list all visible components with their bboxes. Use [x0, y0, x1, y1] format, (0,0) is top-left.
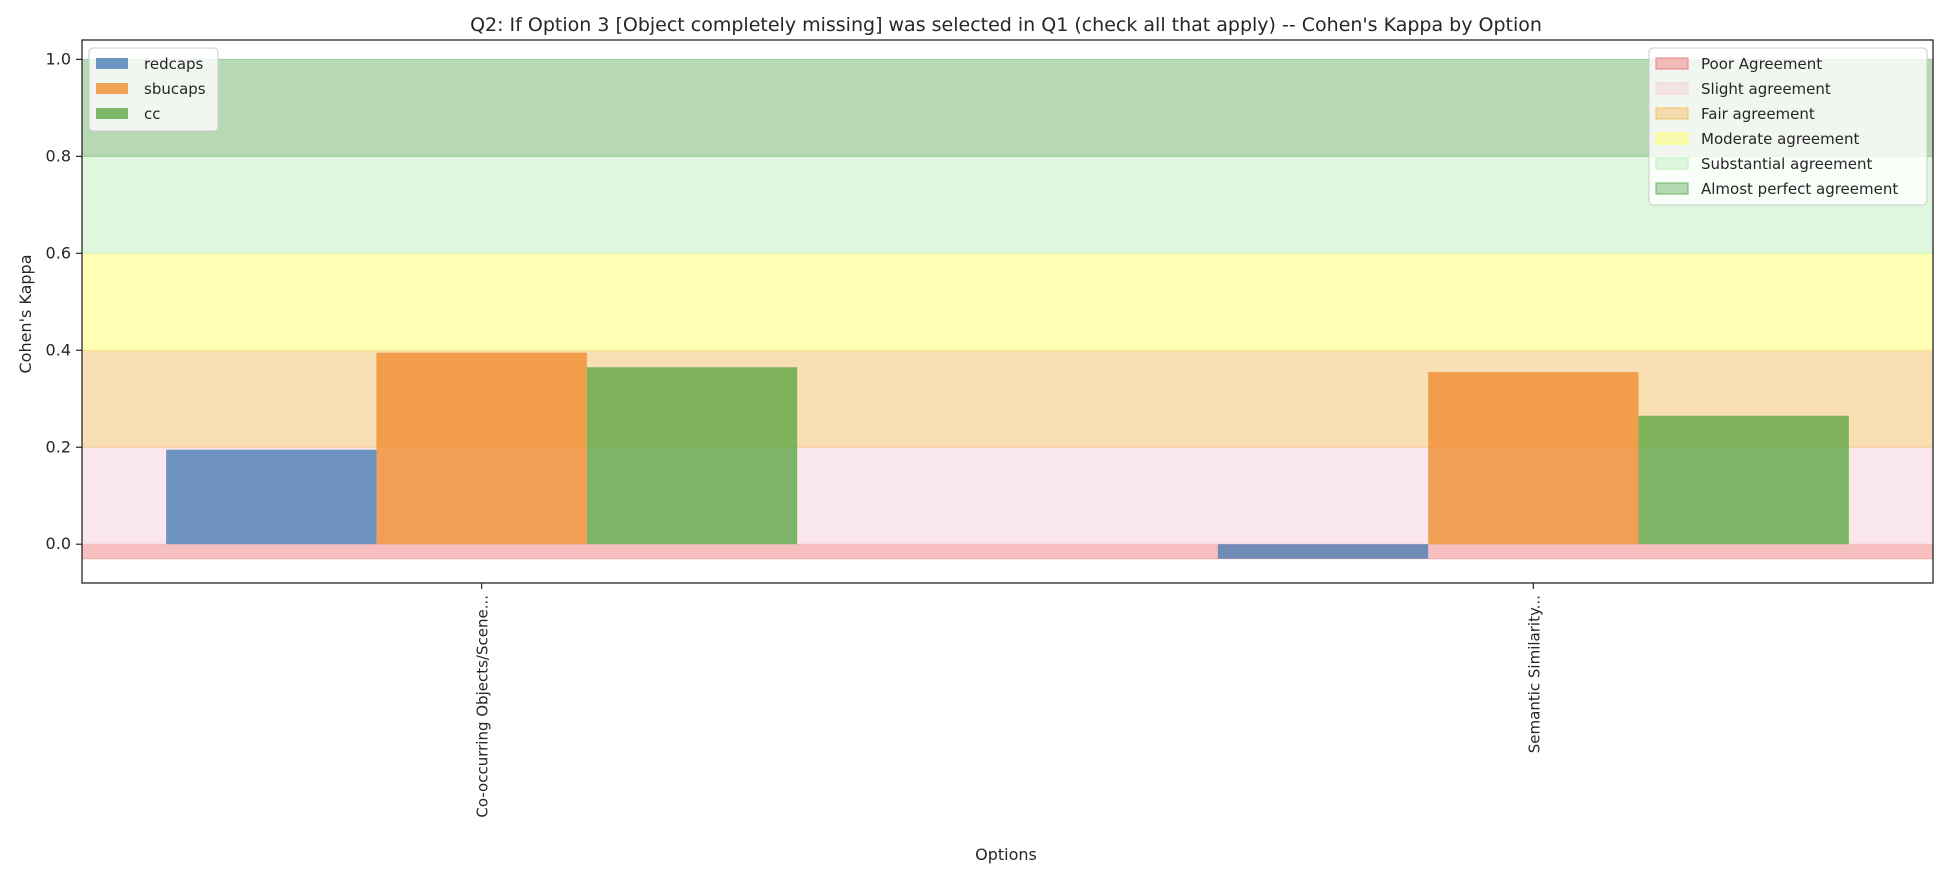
band-poor-agreement: [81, 543, 1934, 560]
bands-legend-label: Fair agreement: [1701, 105, 1815, 123]
series-legend-swatch: [96, 83, 128, 94]
bands-legend-swatch: [1655, 157, 1689, 170]
band-almost-perfect-agreement: [81, 58, 1934, 157]
y-tick-label: 0.6: [46, 243, 71, 262]
chart-title: Q2: If Option 3 [Object completely missi…: [470, 14, 1542, 36]
bands-legend-swatch: [1655, 132, 1689, 145]
plot-frame: [81, 39, 1934, 584]
x-axis-label: Options: [975, 845, 1037, 864]
bar-sbucaps-0: [376, 352, 587, 545]
series-legend-label: sbucaps: [144, 80, 206, 98]
bands-legend-label: Poor Agreement: [1701, 55, 1822, 73]
bars: [166, 352, 1849, 559]
y-tick-label: 0.2: [46, 437, 71, 456]
bar-redcaps-1: [1217, 544, 1429, 559]
y-tick-label: 0.0: [46, 534, 71, 553]
series-legend-swatch: [96, 58, 128, 69]
bands-legend-swatch: [1655, 182, 1689, 195]
bands-legend-label: Slight agreement: [1701, 80, 1831, 98]
band-moderate-agreement: [81, 252, 1934, 351]
bands-legend-box: [1648, 47, 1928, 206]
bar-redcaps-0: [166, 449, 377, 545]
y-axis: 0.0 0.2 0.4 0.6 0.8 1.0: [46, 49, 82, 553]
x-tick-label: Co-occurring Objects/Scene...: [474, 595, 492, 818]
bands-legend-label: Moderate agreement: [1701, 130, 1859, 148]
bar-cc-0: [586, 367, 798, 545]
x-tick-label: Semantic Similarity...: [1525, 595, 1543, 753]
series-legend: redcaps sbucaps cc: [88, 47, 219, 132]
bands-legend-swatch: [1655, 57, 1689, 70]
band-substantial-agreement: [81, 155, 1934, 254]
series-legend-label: redcaps: [144, 55, 204, 73]
bar-sbucaps-1: [1428, 372, 1639, 545]
bands-legend: Poor Agreement Slight agreement Fair agree…: [1648, 47, 1928, 206]
bar-cc-1: [1638, 415, 1849, 545]
y-axis-label: Cohen's Kappa: [16, 254, 35, 373]
x-axis: Co-occurring Objects/Scene... Semantic Si…: [474, 583, 1543, 818]
bands-legend-swatch: [1655, 82, 1689, 95]
y-tick-label: 0.4: [46, 340, 71, 359]
y-tick-label: 1.0: [46, 49, 71, 68]
bands-legend-swatch: [1655, 107, 1689, 120]
bands-legend-label: Almost perfect agreement: [1701, 180, 1898, 198]
series-legend-label: cc: [144, 105, 161, 123]
y-tick-label: 0.8: [46, 146, 71, 165]
series-legend-swatch: [96, 108, 128, 119]
bands-legend-label: Substantial agreement: [1701, 155, 1872, 173]
